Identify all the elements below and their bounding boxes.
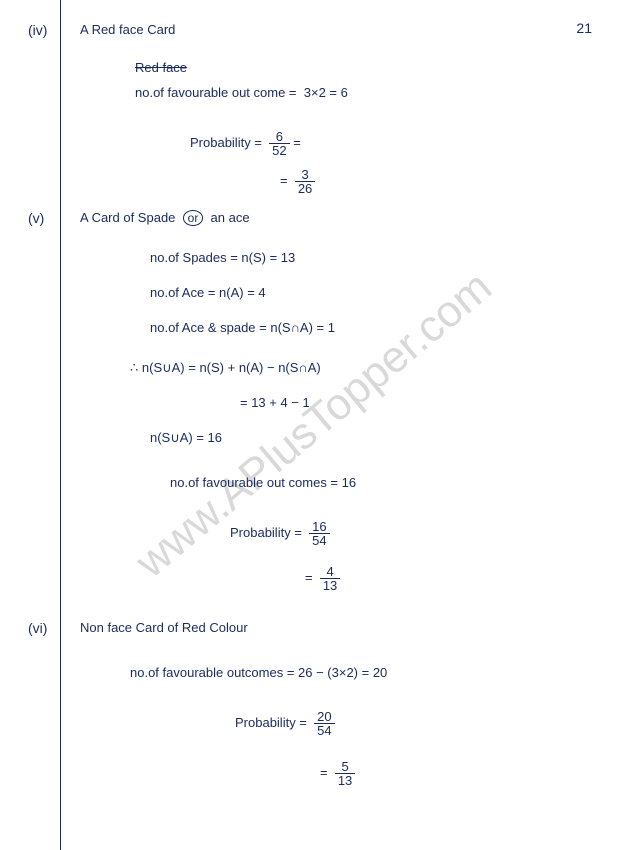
q4-frac1: 6 52 — [269, 130, 289, 157]
q4-prob-label: Probability = — [190, 135, 262, 150]
q5-title-or: or — [183, 210, 204, 226]
q6-frac1-num: 20 — [314, 710, 334, 724]
q4-frac2-row: = 3 26 — [280, 168, 315, 195]
q5-spades: no.of Spades = n(S) = 13 — [150, 250, 295, 265]
q4-frac1-den: 52 — [269, 144, 289, 157]
q5-union-calc: = 13 + 4 − 1 — [240, 395, 310, 410]
q5-prob: Probability = 16 54 — [230, 520, 330, 547]
q5-frac1-num: 16 — [309, 520, 329, 534]
q5-union-formula: ∴ n(S∪A) = n(S) + n(A) − n(S∩A) — [130, 360, 321, 376]
page: www.APlusTopper.com 21 (iv) A Red face C… — [0, 0, 627, 850]
roman-iv: (iv) — [28, 22, 47, 38]
q6-frac2: 5 13 — [335, 760, 355, 787]
q4-title: A Red face Card — [80, 22, 175, 37]
q4-count-expr: 3×2 = 6 — [304, 85, 348, 100]
q6-frac1: 20 54 — [314, 710, 334, 737]
margin-line — [60, 0, 61, 850]
q6-title: Non face Card of Red Colour — [80, 620, 248, 635]
q4-count: no.of favourable out come = 3×2 = 6 — [135, 85, 348, 100]
roman-v: (v) — [28, 210, 44, 226]
q6-prob-label: Probability = — [235, 715, 307, 730]
q5-frac2-num: 4 — [320, 565, 340, 579]
q6-fav: no.of favourable outcomes = 26 − (3×2) =… — [130, 665, 387, 680]
q5-frac1-den: 54 — [309, 534, 329, 547]
page-number: 21 — [576, 20, 592, 36]
roman-vi: (vi) — [28, 620, 47, 636]
q5-frac2-row: = 4 13 — [305, 565, 340, 592]
q6-frac2-den: 13 — [335, 774, 355, 787]
q5-prob-label: Probability = — [230, 525, 302, 540]
q4-frac2-num: 3 — [295, 168, 315, 182]
q4-struck: Red face — [135, 60, 187, 75]
q5-union-result: n(S∪A) = 16 — [150, 430, 222, 446]
q5-title: A Card of Spade or an ace — [80, 210, 250, 226]
q5-frac1: 16 54 — [309, 520, 329, 547]
q4-frac2-den: 26 — [295, 182, 315, 195]
q5-title-a: A Card of Spade — [80, 210, 175, 225]
q6-frac1-den: 54 — [314, 724, 334, 737]
q5-frac2: 4 13 — [320, 565, 340, 592]
q6-prob: Probability = 20 54 — [235, 710, 335, 737]
q5-fav: no.of favourable out comes = 16 — [170, 475, 356, 490]
q5-intersect: no.of Ace & spade = n(S∩A) = 1 — [150, 320, 335, 335]
q4-frac1-num: 6 — [269, 130, 289, 144]
q5-title-b: an ace — [211, 210, 250, 225]
q4-prob: Probability = 6 52 = — [190, 130, 301, 157]
q5-frac2-den: 13 — [320, 579, 340, 592]
q4-frac2: 3 26 — [295, 168, 315, 195]
q4-count-label: no.of favourable out come = — [135, 85, 297, 100]
q6-frac2-row: = 5 13 — [320, 760, 355, 787]
q5-ace: no.of Ace = n(A) = 4 — [150, 285, 266, 300]
q6-frac2-num: 5 — [335, 760, 355, 774]
